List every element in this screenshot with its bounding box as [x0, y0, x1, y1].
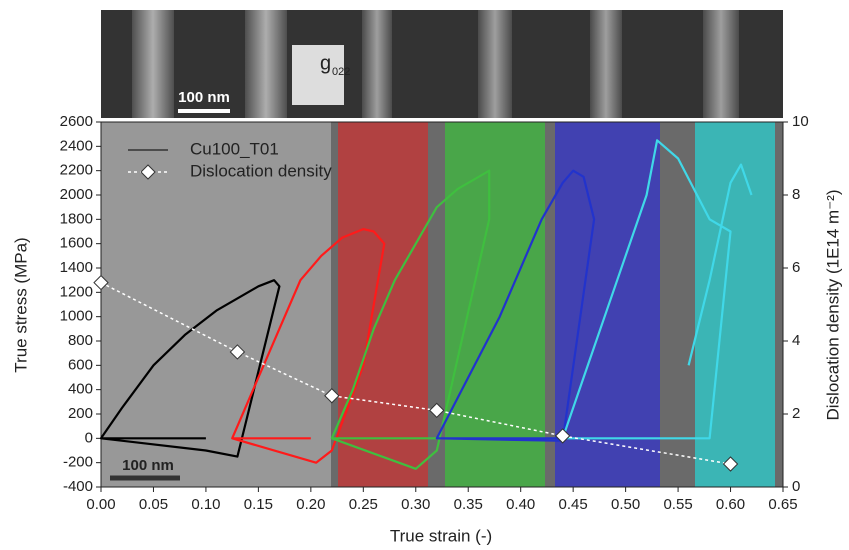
- x-tick-label: 0.15: [244, 496, 273, 513]
- y2-tick-label: 6: [792, 259, 800, 276]
- y2-tick-label: 10: [792, 113, 809, 130]
- y-tick-label: 200: [68, 405, 93, 422]
- x-tick-label: 0.45: [559, 496, 588, 513]
- y2-tick-label: 4: [792, 332, 800, 349]
- y-tick-label: 2400: [60, 137, 93, 154]
- plot-frame: [100, 121, 784, 488]
- x-tick-label: 0.50: [611, 496, 640, 513]
- scale-bar-label: 100 nm: [122, 457, 174, 474]
- x-axis-title: True strain (-): [390, 526, 492, 545]
- legend-label: Cu100_T01: [190, 139, 279, 158]
- x-tick-label: 0.35: [454, 496, 483, 513]
- stress-curve: [330, 169, 491, 470]
- density-marker: [722, 456, 739, 472]
- y-tick-label: 800: [68, 332, 93, 349]
- legend-label: Dislocation density: [190, 161, 332, 180]
- y2-tick-label: 0: [792, 478, 800, 495]
- y-tick-label: 2200: [60, 162, 93, 179]
- y2-axis-title: Dislocation density (1E14 m⁻²): [823, 189, 842, 420]
- stress-curve: [231, 228, 386, 464]
- y-tick-label: -200: [63, 454, 93, 471]
- x-tick-label: 0.05: [139, 496, 168, 513]
- y-tick-label: 1600: [60, 235, 93, 252]
- y-tick-label: 1000: [60, 308, 93, 325]
- y-tick-label: 600: [68, 356, 93, 373]
- x-tick-label: 0.00: [86, 496, 115, 513]
- x-tick-label: 0.30: [401, 496, 430, 513]
- y-tick-label: 1200: [60, 283, 93, 300]
- y-axis-title: True stress (MPa): [11, 237, 30, 372]
- y-tick-label: -400: [63, 478, 93, 495]
- density-marker: [229, 344, 246, 360]
- y2-tick-label: 2: [792, 405, 800, 422]
- density-marker: [429, 402, 445, 419]
- density-marker: [554, 428, 571, 444]
- x-tick-label: 0.10: [191, 496, 220, 513]
- legend-marker: [140, 164, 156, 180]
- stress-curve: [99, 279, 281, 458]
- diffraction-label: g: [320, 52, 331, 74]
- x-tick-label: 0.60: [716, 496, 745, 513]
- y-tick-label: 400: [68, 381, 93, 398]
- x-tick-label: 0.20: [296, 496, 325, 513]
- scale-bar-label: 100 nm: [178, 89, 230, 106]
- stress-curve: [687, 163, 753, 366]
- x-tick-label: 0.65: [768, 496, 797, 513]
- y-tick-label: 0: [85, 429, 93, 446]
- y-tick-label: 2000: [60, 186, 93, 203]
- diffraction-index: 022: [332, 66, 350, 78]
- stress-curve: [561, 139, 732, 440]
- x-tick-label: 0.40: [506, 496, 535, 513]
- y2-tick-label: 8: [792, 186, 800, 203]
- y-tick-label: 1800: [60, 210, 93, 227]
- x-tick-label: 0.25: [349, 496, 378, 513]
- density-marker: [93, 274, 109, 291]
- density-marker: [324, 388, 340, 404]
- x-tick-label: 0.55: [663, 496, 692, 513]
- y-tick-label: 2600: [60, 113, 93, 130]
- density-line: [100, 281, 731, 465]
- micrograph-strip: [101, 10, 783, 118]
- stress-curve: [435, 169, 596, 442]
- y-tick-label: 1400: [60, 259, 93, 276]
